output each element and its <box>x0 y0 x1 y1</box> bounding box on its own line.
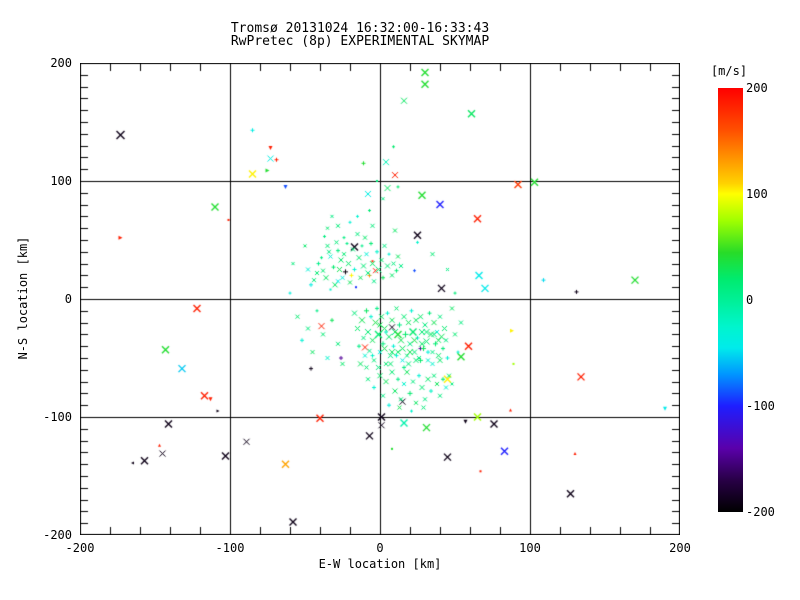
colorbar-unit-label: [m/s] <box>710 64 748 78</box>
colorbar-tick-label: -200 <box>746 505 775 519</box>
y-axis-label: N-S location [km] <box>16 236 30 360</box>
y-tick-label: 100 <box>50 174 72 188</box>
colorbar-tick-label: 0 <box>746 293 754 307</box>
x-tick-label: -200 <box>65 541 95 555</box>
colorbar-tick-label: -100 <box>746 399 775 413</box>
colorbar-gradient <box>718 88 743 512</box>
scatter-plot-canvas <box>80 63 680 535</box>
y-tick-label: -200 <box>43 528 72 542</box>
x-tick-label: 100 <box>519 541 541 555</box>
x-axis-label: E-W location [km] <box>318 557 442 571</box>
x-tick-label: 0 <box>376 541 384 555</box>
colorbar-tick-label: 100 <box>746 187 768 201</box>
colorbar-tick-label: 200 <box>746 81 768 95</box>
plot-title: Tromsø 20131024 16:32:00-16:33:43 <box>230 21 490 36</box>
x-tick-label: 200 <box>669 541 691 555</box>
y-tick-label: 0 <box>64 292 72 306</box>
plot-subtitle: RwPretec (8p) EXPERIMENTAL SKYMAP <box>230 34 490 49</box>
y-tick-label: 200 <box>50 56 72 70</box>
y-tick-label: -100 <box>43 410 72 424</box>
x-tick-label: -100 <box>215 541 245 555</box>
